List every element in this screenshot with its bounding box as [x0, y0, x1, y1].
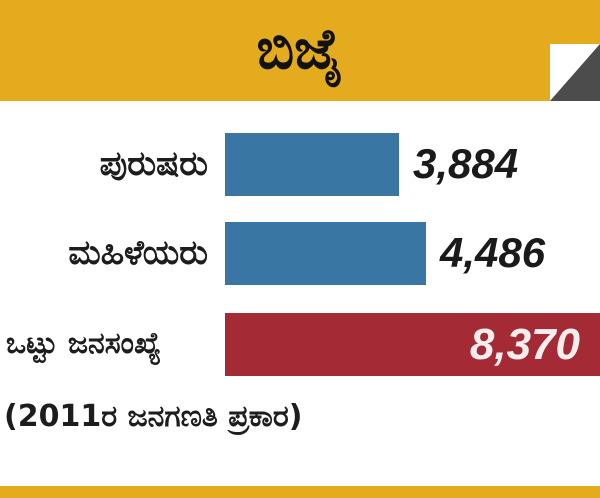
total-population-bar: 8,370 — [225, 313, 600, 376]
bar-0 — [225, 133, 399, 196]
total-population-value: 8,370 — [469, 320, 580, 369]
total-population-label: ಒಟ್ಟು ಜನಸಂಖ್ಯೆ — [6, 326, 162, 361]
census-footnote: (2011ರ ಜನಗಣತಿ ಪ್ರಕಾರ) — [4, 399, 303, 434]
corner-fold-decoration — [550, 44, 600, 101]
bar-value-label: 3,884 — [413, 140, 519, 187]
category-label: ಮಹಿಳೆಯರು — [68, 233, 208, 273]
bar-value-label: 4,486 — [440, 229, 546, 276]
category-label: ಪುರುಷರು — [99, 144, 208, 184]
chart-title: ಬಿಜೈ — [256, 17, 344, 82]
header-banner: ಬಿಜೈ — [0, 0, 600, 101]
bottom-rule — [0, 486, 600, 498]
bar-1 — [225, 222, 426, 285]
